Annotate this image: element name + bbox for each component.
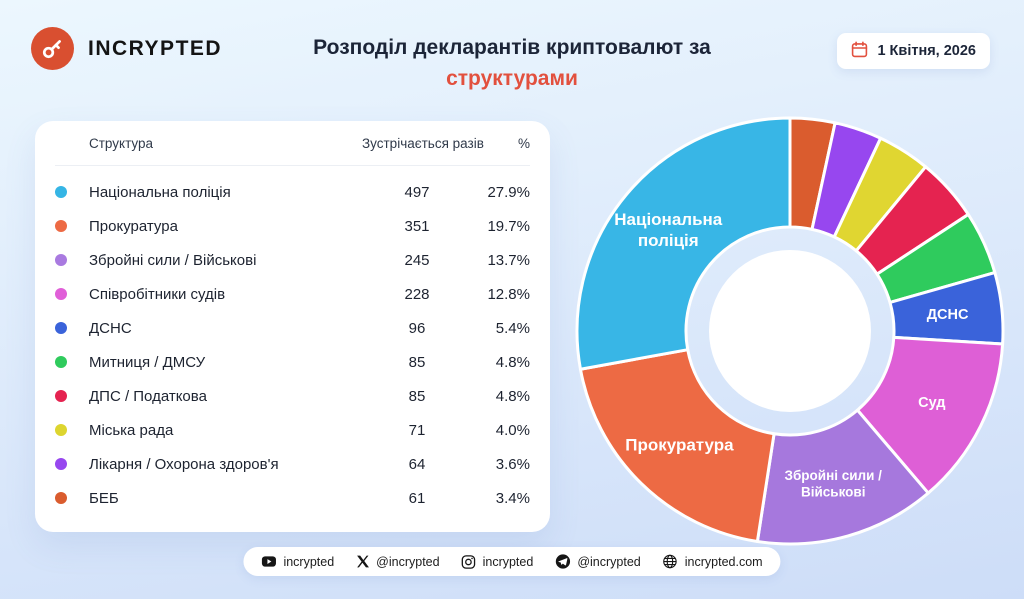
- social-link-telegram[interactable]: @incrypted: [555, 554, 641, 569]
- table-row: Збройні сили / Військові 245 13.7%: [55, 243, 530, 277]
- table-body: Національна поліція 497 27.9% Прокуратура 35…: [55, 166, 530, 515]
- page-title: Розподіл декларантів криптовалют за стру…: [262, 32, 762, 94]
- structure-label: Міська рада: [89, 421, 174, 439]
- social-handle: incrypted.com: [684, 554, 763, 569]
- column-header-percent: %: [517, 135, 530, 151]
- key-icon: [31, 27, 74, 70]
- social-handle: incrypted: [283, 554, 335, 569]
- table-row: Лікарня / Охорона здоров'я 64 3.6%: [55, 447, 530, 481]
- table-row: Міська рада 71 4.0%: [55, 413, 530, 447]
- social-handle: @incrypted: [376, 554, 440, 569]
- social-links-bar: incrypted @incrypted incrypted @incrypted in…: [243, 547, 781, 576]
- structure-label: Лікарня / Охорона здоров'я: [89, 455, 279, 473]
- telegram-icon: [555, 554, 570, 569]
- count-value: 351: [404, 217, 430, 235]
- donut-center-circle: [709, 250, 871, 412]
- youtube-icon: [261, 554, 276, 569]
- count-value: 85: [408, 387, 426, 405]
- legend-dot: [55, 186, 67, 198]
- legend-dot: [55, 458, 67, 470]
- count-value: 61: [408, 489, 426, 507]
- table-row: Прокуратура 351 19.7%: [55, 209, 530, 243]
- count-value: 96: [408, 319, 426, 337]
- percent-value: 3.4%: [495, 489, 530, 507]
- donut-segment-label: ДСНС: [927, 307, 969, 323]
- date-text: 1 Квітня, 2026: [877, 43, 976, 59]
- percent-value: 3.6%: [495, 455, 530, 473]
- legend-dot: [55, 492, 67, 504]
- legend-dot: [55, 288, 67, 300]
- title-accent: структурами: [446, 67, 578, 90]
- percent-value: 4.8%: [495, 353, 530, 371]
- donut-segment-label: Прокуратура: [625, 436, 734, 455]
- donut-segment: [578, 348, 776, 543]
- legend-dot: [55, 220, 67, 232]
- date-badge: 1 Квітня, 2026: [837, 33, 990, 69]
- structure-label: Збройні сили / Військові: [89, 251, 257, 269]
- title-line1: Розподіл декларантів криптовалют за: [313, 36, 711, 59]
- count-value: 245: [404, 251, 430, 269]
- percent-value: 19.7%: [487, 217, 530, 235]
- donut-segment: [575, 116, 792, 371]
- structure-label: Національна поліція: [89, 183, 231, 201]
- count-value: 85: [408, 353, 426, 371]
- donut-segment-label: Збройні сили / Військові: [785, 468, 883, 500]
- count-value: 228: [404, 285, 430, 303]
- legend-dot: [55, 356, 67, 368]
- percent-value: 13.7%: [487, 251, 530, 269]
- structure-label: Митниця / ДМСУ: [89, 353, 206, 371]
- percent-value: 5.4%: [495, 319, 530, 337]
- legend-dot: [55, 424, 67, 436]
- donut-segment: [855, 335, 1005, 495]
- donut-segment-label: Національна поліція: [614, 210, 723, 250]
- structure-label: ДСНС: [89, 319, 132, 337]
- donut-chart: ДСНС Суд Збройні сили / Військові Прокуратур…: [570, 111, 1010, 551]
- social-handle: incrypted: [482, 554, 534, 569]
- globe-icon: [663, 554, 678, 569]
- structure-label: ДПС / Податкова: [89, 387, 207, 405]
- percent-value: 4.8%: [495, 387, 530, 405]
- table-row: ДСНС 96 5.4%: [55, 311, 530, 345]
- social-link-youtube[interactable]: incrypted: [261, 554, 334, 569]
- table-header: Структура Зустрічається разів %: [55, 121, 530, 166]
- incrypted-logo: INCRYPTED: [31, 27, 222, 70]
- structure-label: Співробітники судів: [89, 285, 226, 303]
- table-row: БЕБ 61 3.4%: [55, 481, 530, 515]
- brand-name: INCRYPTED: [88, 36, 223, 60]
- table-row: Співробітники судів 228 12.8%: [55, 277, 530, 311]
- legend-dot: [55, 254, 67, 266]
- table-row: Митниця / ДМСУ 85 4.8%: [55, 345, 530, 379]
- count-value: 71: [408, 421, 426, 439]
- social-link-instagram[interactable]: incrypted: [461, 554, 534, 569]
- column-header-structure: Структура: [89, 135, 154, 151]
- column-header-count: Зустрічається разів: [362, 135, 484, 151]
- structure-label: Прокуратура: [89, 217, 178, 235]
- social-handle: @incrypted: [577, 554, 641, 569]
- legend-dot: [55, 322, 67, 334]
- instagram-icon: [461, 554, 476, 569]
- x-icon: [356, 555, 369, 568]
- percent-value: 4.0%: [495, 421, 530, 439]
- social-link-x[interactable]: @incrypted: [356, 554, 440, 569]
- count-value: 64: [408, 455, 426, 473]
- donut-segment: [755, 408, 930, 546]
- social-link-globe[interactable]: incrypted.com: [663, 554, 763, 569]
- donut-chart-svg: ДСНС Суд Збройні сили / Військові Прокуратур…: [575, 116, 1005, 546]
- percent-value: 12.8%: [487, 285, 530, 303]
- count-value: 497: [404, 183, 430, 201]
- donut-segment-label: Суд: [918, 395, 945, 411]
- table-row: ДПС / Податкова 85 4.8%: [55, 379, 530, 413]
- structure-label: БЕБ: [89, 489, 119, 507]
- table-row: Національна поліція 497 27.9%: [55, 175, 530, 209]
- legend-dot: [55, 390, 67, 402]
- calendar-icon: [851, 40, 868, 62]
- structures-table-card: Структура Зустрічається разів % Націонал…: [35, 121, 550, 532]
- percent-value: 27.9%: [487, 183, 530, 201]
